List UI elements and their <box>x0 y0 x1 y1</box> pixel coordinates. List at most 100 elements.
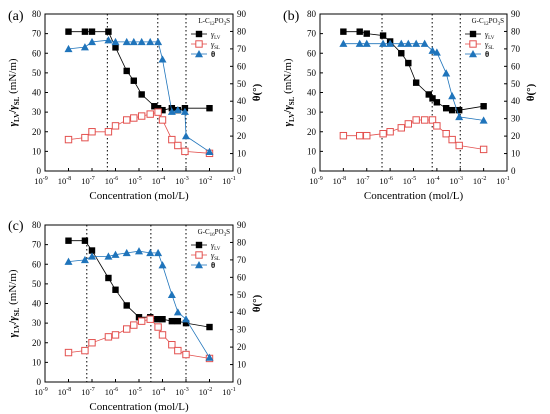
data-point <box>205 147 214 156</box>
legend-label: γSL <box>211 40 220 51</box>
data-point <box>130 114 138 122</box>
data-point <box>88 128 96 136</box>
data-point <box>81 346 89 355</box>
data-point <box>105 28 112 35</box>
y-left-tick-label: 30 <box>307 107 317 117</box>
data-point <box>130 321 138 329</box>
legend-marker <box>469 30 477 38</box>
y-left-tick-label: 30 <box>32 107 42 117</box>
y-left-tick-label: 0 <box>37 166 42 176</box>
data-point <box>151 103 158 110</box>
data-point <box>363 131 371 140</box>
data-point <box>146 110 154 118</box>
data-point <box>111 37 120 46</box>
x-tick-label: 10-5 <box>403 176 417 186</box>
data-point <box>154 105 162 112</box>
data-point <box>111 331 120 339</box>
data-point <box>123 302 130 309</box>
legend-marker <box>195 30 203 38</box>
y-right-tick-label: 40 <box>511 96 521 106</box>
series-2 <box>64 315 214 363</box>
data-point <box>379 39 388 47</box>
data-point <box>433 99 441 106</box>
data-point <box>379 130 387 138</box>
data-point <box>123 67 130 75</box>
chart-panel-2: 10-9 10-8 10-7 10-6 10-5 10-4 10-3 10-2 10-10102… <box>282 9 537 202</box>
data-point <box>159 106 166 114</box>
series-line <box>68 39 210 153</box>
data-point <box>174 317 182 325</box>
data-point <box>356 131 364 140</box>
data-point <box>129 37 138 46</box>
x-tick-label: 10-9 <box>34 387 48 397</box>
data-point <box>80 43 89 51</box>
data-point <box>111 250 120 258</box>
data-point <box>158 55 167 63</box>
data-point <box>146 315 154 323</box>
data-point <box>123 325 131 333</box>
y-left-tick-label: 40 <box>32 88 42 98</box>
data-point <box>428 46 437 54</box>
legend-marker <box>195 261 203 269</box>
legend-marker <box>469 40 477 48</box>
data-point <box>448 91 457 100</box>
data-point <box>479 145 488 154</box>
plot-frame <box>319 13 508 172</box>
x-tick-label: 10-3 <box>450 176 464 186</box>
data-point <box>173 308 182 316</box>
data-point <box>386 39 395 47</box>
y-right-tick-label: 70 <box>237 44 247 54</box>
data-point <box>455 141 463 150</box>
data-point <box>355 39 364 47</box>
data-point <box>455 112 464 121</box>
y-left-tick-label: 20 <box>32 338 42 348</box>
y-right-axis-label: θ(°) <box>251 294 263 312</box>
x-tick-label: 10-3 <box>175 387 189 397</box>
data-point <box>182 315 190 323</box>
data-point <box>429 95 436 102</box>
data-point <box>64 348 73 357</box>
data-point <box>428 116 437 124</box>
y-right-tick-label: 90 <box>511 9 521 19</box>
y-left-tick-label: 60 <box>32 48 42 58</box>
data-point <box>81 237 89 244</box>
legend-label: γSL <box>211 251 220 262</box>
y-right-tick-label: 0 <box>237 166 242 176</box>
data-point <box>64 257 73 265</box>
y-left-axis-label: γLV/γSL (mN/m) <box>7 58 21 126</box>
y-right-tick-label: 50 <box>237 79 247 89</box>
y-left-tick-label: 0 <box>37 377 42 387</box>
data-point <box>158 331 167 339</box>
data-point <box>182 350 190 359</box>
data-point <box>479 116 488 124</box>
data-point <box>154 37 163 46</box>
data-point <box>182 132 190 140</box>
data-point <box>137 37 146 46</box>
x-tick-label: 10-6 <box>105 176 119 186</box>
data-point <box>173 105 182 114</box>
y-right-tick-label: 30 <box>237 114 247 124</box>
data-point <box>64 135 73 144</box>
series-1 <box>340 28 487 114</box>
x-tick-label: 10-8 <box>58 387 72 397</box>
data-point <box>65 237 72 244</box>
y-left-tick-label: 60 <box>307 48 317 58</box>
data-point <box>88 28 96 35</box>
x-tick-label: 10-5 <box>128 387 142 397</box>
x-tick-label: 10-4 <box>426 176 440 186</box>
y-right-tick-label: 10 <box>237 360 247 370</box>
data-point <box>158 116 167 124</box>
y-left-tick-label: 20 <box>307 127 317 137</box>
data-point <box>448 106 456 114</box>
y-right-tick-label: 40 <box>237 96 247 106</box>
y-right-tick-label: 0 <box>237 377 242 387</box>
legend-title: L-C12PO3S <box>198 17 230 27</box>
data-point <box>182 319 190 327</box>
y-right-tick-label: 80 <box>237 237 247 247</box>
y-left-tick-label: 80 <box>32 9 42 19</box>
series-3 <box>64 247 214 361</box>
data-point <box>404 39 413 47</box>
y-left-tick-label: 70 <box>307 29 317 39</box>
